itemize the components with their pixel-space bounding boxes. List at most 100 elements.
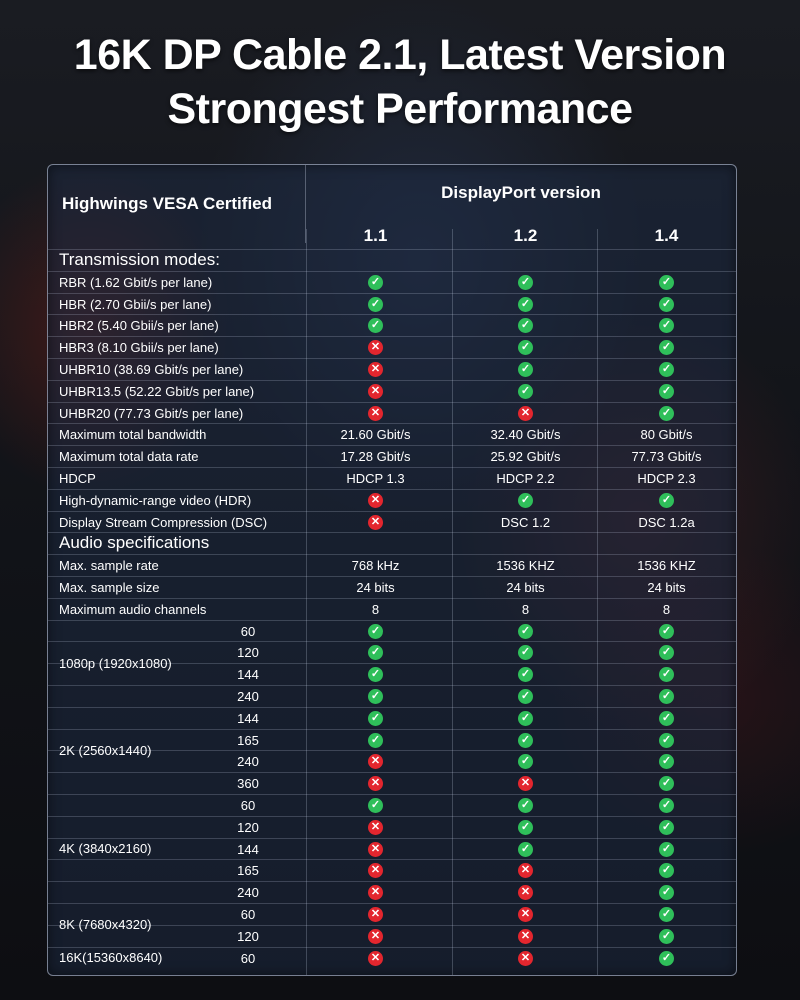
resolution-group-label: 1080p (1920x1080) bbox=[59, 655, 172, 671]
table-cell: ✓ bbox=[453, 642, 598, 663]
table-row: UHBR13.5 (52.22 Gbit/s per lane) ✕ ✓ ✓ bbox=[48, 379, 739, 402]
table-cell-value: 25.92 Gbit/s bbox=[490, 449, 561, 465]
check-icon: ✓ bbox=[659, 689, 674, 704]
check-icon: ✓ bbox=[659, 754, 674, 770]
table-cell: ✓ bbox=[303, 294, 448, 315]
table-cell: ✓ bbox=[453, 730, 598, 751]
cross-icon: ✕ bbox=[368, 754, 383, 770]
cross-icon: ✕ bbox=[368, 907, 383, 922]
check-icon: ✓ bbox=[368, 623, 383, 639]
refresh-rate-label: 60 bbox=[240, 798, 256, 813]
table-cell: ✕ bbox=[453, 773, 598, 794]
row-label: UHBR13.5 (52.22 Gbit/s per lane) bbox=[59, 383, 255, 399]
check-icon: ✓ bbox=[368, 318, 383, 334]
table-cell-value: 17.28 Gbit/s bbox=[340, 449, 411, 465]
table-cell: ✓ bbox=[594, 686, 739, 707]
table-cell: ✕ bbox=[303, 882, 448, 903]
check-icon: ✓ bbox=[659, 362, 674, 377]
resolution-group-label: 4K (3840x2160) bbox=[59, 841, 152, 856]
table-cell: ✓ bbox=[303, 686, 448, 707]
check-icon: ✓ bbox=[368, 710, 383, 726]
table-row: 240 ✕ ✕ ✓ bbox=[48, 881, 736, 903]
table-row: RBR (1.62 Gbit/s per lane) ✓ ✓ ✓ bbox=[48, 270, 739, 293]
table-cell: ✓ bbox=[594, 817, 739, 838]
check-icon: ✓ bbox=[659, 885, 674, 901]
table-cell: ✓ bbox=[453, 664, 598, 685]
table-cell-value: 21.60 Gbit/s bbox=[340, 427, 411, 443]
check-icon: ✓ bbox=[518, 645, 533, 661]
table-cell: ✓ bbox=[453, 315, 598, 336]
table-cell: ✓ bbox=[453, 621, 598, 642]
table-cell: ✓ bbox=[303, 621, 448, 642]
table-cell-value: HDCP 2.2 bbox=[496, 471, 555, 486]
check-icon: ✓ bbox=[518, 340, 533, 356]
table-cell: ✕ bbox=[303, 773, 448, 794]
check-icon: ✓ bbox=[368, 296, 383, 312]
row-label: Max. sample size bbox=[59, 580, 160, 595]
check-icon: ✓ bbox=[518, 732, 533, 748]
cross-icon: ✕ bbox=[368, 405, 383, 421]
section-heading: Audio specifications bbox=[59, 533, 210, 553]
table-cell: ✓ bbox=[594, 730, 739, 751]
table-cell-value: 8 bbox=[662, 601, 671, 617]
check-icon: ✓ bbox=[659, 667, 674, 683]
version-header-1: 1.1 bbox=[363, 226, 388, 245]
table-cell: ✓ bbox=[594, 839, 739, 860]
table-cell: ✓ bbox=[453, 359, 598, 380]
table-cell: ✓ bbox=[594, 926, 739, 947]
cross-icon: ✕ bbox=[368, 514, 383, 530]
refresh-rate-label: 120 bbox=[237, 645, 259, 661]
column-divider bbox=[597, 229, 598, 975]
table-cell: ✓ bbox=[594, 381, 739, 402]
table-cell: ✓ bbox=[594, 708, 739, 729]
cross-icon: ✕ bbox=[368, 863, 383, 879]
table-cell-value: 1536 KHZ bbox=[637, 558, 696, 574]
table-row: 60 ✓ ✓ ✓ bbox=[48, 794, 736, 816]
refresh-rate-label: 144 bbox=[237, 667, 259, 683]
row-label: RBR (1.62 Gbit/s per lane) bbox=[59, 274, 213, 290]
section-heading-row: Audio specifications bbox=[48, 532, 736, 554]
table-cell: ✓ bbox=[453, 272, 598, 293]
check-icon: ✓ bbox=[659, 819, 674, 835]
cross-icon: ✕ bbox=[518, 776, 533, 792]
table-cell: ✓ bbox=[303, 708, 448, 729]
check-icon: ✓ bbox=[659, 710, 674, 726]
check-icon: ✓ bbox=[659, 907, 674, 922]
table-cell-value: HDCP 2.3 bbox=[637, 471, 696, 486]
check-icon: ✓ bbox=[659, 296, 674, 312]
row-label: UHBR20 (77.73 Gbit/s per lane) bbox=[59, 405, 244, 421]
refresh-rate-label: 144 bbox=[237, 710, 259, 726]
check-icon: ✓ bbox=[518, 667, 533, 683]
table-row: 60 ✕ ✕ ✓ bbox=[48, 903, 736, 925]
table-cell: ✓ bbox=[594, 621, 739, 642]
version-header-3: 1.4 bbox=[654, 226, 679, 245]
table-row: Display Stream Compression (DSC) ✕ DSC 1.2… bbox=[48, 510, 736, 533]
table-row: 360 ✕ ✕ ✓ bbox=[48, 772, 736, 794]
table-cell: ✓ bbox=[303, 315, 448, 336]
row-label: Maximum audio channels bbox=[59, 601, 207, 617]
check-icon: ✓ bbox=[368, 667, 383, 683]
cross-icon: ✕ bbox=[368, 776, 383, 792]
table-cell: ✓ bbox=[594, 294, 739, 315]
table-cell: ✕ bbox=[453, 926, 598, 947]
cross-icon: ✕ bbox=[518, 907, 533, 922]
table-cell: ✓ bbox=[453, 294, 598, 315]
cross-icon: ✕ bbox=[518, 928, 533, 944]
table-cell: ✓ bbox=[594, 403, 739, 424]
page-headline: 16K DP Cable 2.1, Latest Version Stronge… bbox=[0, 28, 800, 136]
table-cell-value: 80 Gbit/s bbox=[640, 427, 693, 443]
table-cell: ✓ bbox=[594, 904, 739, 925]
table-row: Maximum total data rate 17.28 Gbit/s 25.92… bbox=[48, 445, 736, 467]
table-row: 120 ✓ ✓ ✓ bbox=[48, 641, 736, 663]
table-cell-value: DSC 1.2 bbox=[500, 514, 551, 530]
cross-icon: ✕ bbox=[368, 928, 383, 944]
table-group-title: DisplayPort version bbox=[441, 183, 601, 202]
table-cell: ✓ bbox=[594, 272, 739, 293]
table-row: Max. sample rate 768 kHz 1536 KHZ 1536 KHZ bbox=[48, 554, 736, 576]
check-icon: ✓ bbox=[659, 645, 674, 661]
table-cell: ✓ bbox=[594, 882, 739, 903]
refresh-rate-label: 144 bbox=[237, 841, 259, 857]
table-cell: ✕ bbox=[303, 904, 448, 925]
table-cell: ✕ bbox=[303, 359, 448, 380]
table-cell-value: DSC 1.2a bbox=[638, 514, 695, 530]
